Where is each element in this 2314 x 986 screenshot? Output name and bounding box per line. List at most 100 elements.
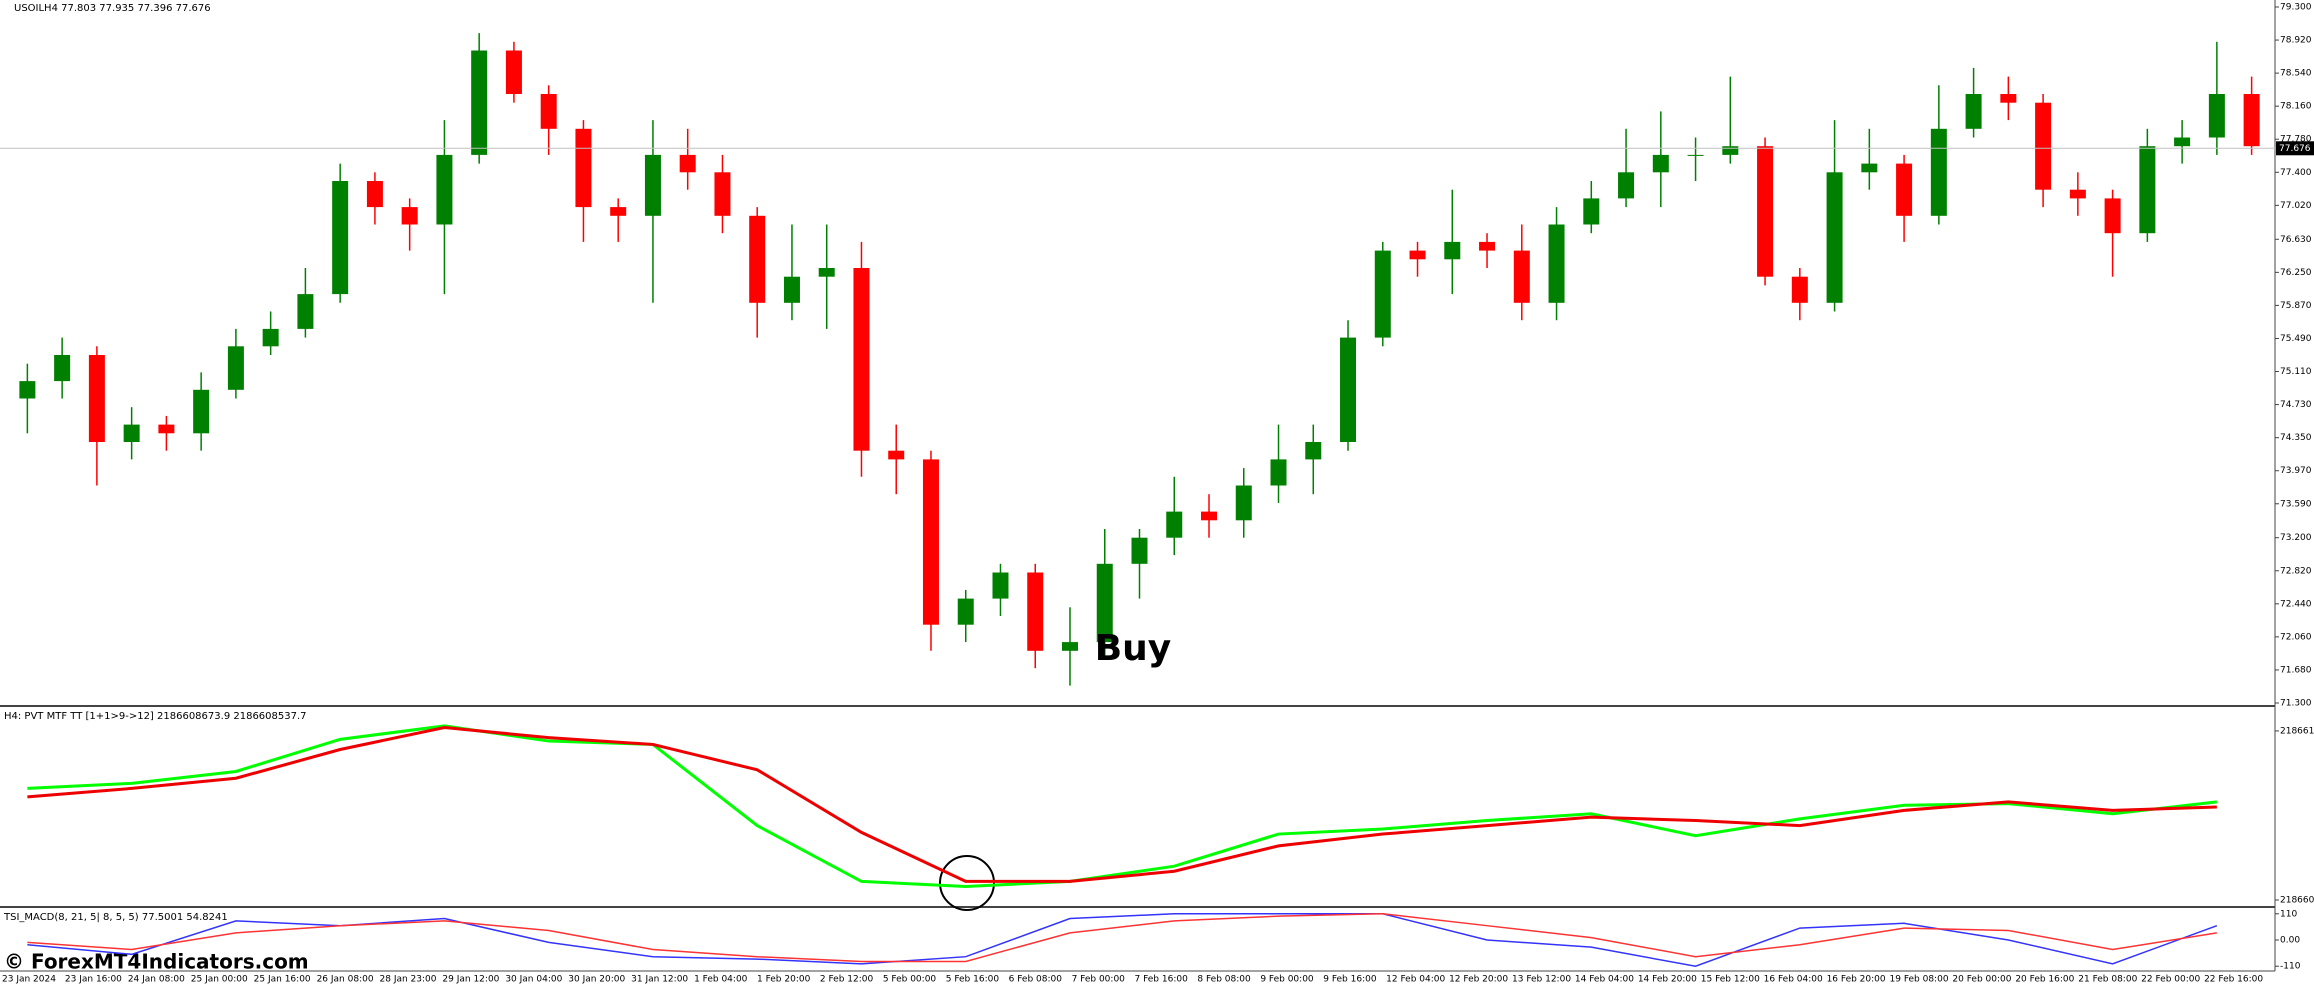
x-tick-label: 7 Feb 00:00 [1072, 975, 1126, 985]
candle-body [957, 598, 974, 625]
y-tick-label: 73.590 [2280, 499, 2312, 509]
x-tick-label: 16 Feb 04:00 [1764, 975, 1823, 985]
chart-title: USOILH4 77.803 77.935 77.396 77.676 [14, 3, 211, 14]
candle-body [193, 389, 210, 434]
candle-body [436, 154, 453, 225]
x-tick-label: 6 Feb 08:00 [1009, 975, 1063, 985]
candle-body [1826, 172, 1843, 303]
candle-body [1166, 511, 1183, 538]
candle-body [123, 424, 140, 442]
candle-body [2243, 94, 2260, 147]
candle-body [54, 355, 71, 382]
y-tick-label: 75.110 [2280, 367, 2312, 377]
x-tick-label: 1 Feb 04:00 [694, 975, 748, 985]
x-tick-label: 16 Feb 20:00 [1827, 975, 1886, 985]
candle-body [1652, 154, 1669, 173]
x-tick-label: 20 Feb 00:00 [1952, 975, 2011, 985]
candle-body [1479, 241, 1496, 251]
indicator-line [27, 726, 2217, 883]
x-tick-label: 22 Feb 00:00 [2141, 975, 2200, 985]
candle-body [471, 50, 488, 155]
x-tick-label: 25 Jan 00:00 [191, 975, 248, 985]
y-tick-label: 2186610 [2280, 726, 2314, 736]
candle-body [1861, 163, 1878, 173]
watermark: © ForexMT4Indicators.com [4, 950, 309, 974]
candle-body [1513, 250, 1530, 303]
y-tick-label: 72.440 [2280, 599, 2312, 609]
candle-body [1722, 146, 1739, 155]
indicator-title: H4: PVT MTF TT [1+1>9->12] 2186608673.9 … [4, 711, 307, 722]
signal-circle [939, 855, 995, 911]
candle-body [575, 128, 592, 208]
y-tick-label: 79.300 [2280, 3, 2312, 13]
candle-body [1201, 511, 1218, 521]
candle-body [1965, 94, 1982, 129]
candle-body [88, 355, 105, 442]
y-tick-label: 76.630 [2280, 235, 2312, 245]
annotation: Buy [1095, 628, 1172, 669]
candle-body [1444, 241, 1461, 260]
candle-body [1548, 224, 1565, 303]
y-tick-label: 78.920 [2280, 36, 2312, 46]
candle-body [1896, 163, 1913, 216]
candle-body [679, 154, 696, 173]
x-tick-label: 28 Jan 23:00 [380, 975, 437, 985]
x-tick-label: 30 Jan 04:00 [505, 975, 562, 985]
candle-body [1687, 154, 1704, 156]
candle-body [1131, 537, 1148, 564]
candle-body [2139, 146, 2156, 234]
y-tick-label: 77.780 [2280, 135, 2312, 145]
candle-body [1930, 128, 1947, 216]
x-tick-label: 7 Feb 16:00 [1135, 975, 1189, 985]
candle-body [853, 268, 870, 451]
candle-body [644, 154, 661, 216]
x-tick-label: 25 Jan 16:00 [254, 975, 311, 985]
y-tick-label: 110 [2280, 909, 2297, 919]
x-tick-label: 19 Feb 08:00 [1890, 975, 1949, 985]
x-tick-label: 29 Jan 12:00 [442, 975, 499, 985]
x-tick-label: 31 Jan 12:00 [631, 975, 688, 985]
y-tick-label: 77.400 [2280, 168, 2312, 178]
y-tick-label: 75.490 [2280, 334, 2312, 344]
y-tick-label: 73.970 [2280, 466, 2312, 476]
candle-body [610, 207, 627, 216]
x-tick-label: 23 Jan 2024 [2, 975, 56, 985]
candle-body [1027, 572, 1044, 651]
y-tick-label: 72.820 [2280, 566, 2312, 576]
candle-body [992, 572, 1009, 599]
candle-body [1409, 250, 1426, 260]
x-tick-label: 13 Feb 12:00 [1512, 975, 1571, 985]
y-tick-label: 74.730 [2280, 400, 2312, 410]
candle-body [922, 459, 939, 625]
indicator-line [27, 913, 2218, 968]
y-tick-label: 0.00 [2280, 936, 2300, 946]
y-tick-label: 78.160 [2280, 102, 2312, 112]
candle-body [2104, 198, 2121, 234]
candle-body [1791, 276, 1808, 303]
x-tick-label: 12 Feb 20:00 [1449, 975, 1508, 985]
last-price-label: 77.676 [2279, 144, 2311, 154]
x-tick-label: 9 Feb 16:00 [1323, 975, 1377, 985]
x-tick-label: 8 Feb 08:00 [1197, 975, 1251, 985]
y-tick-label: 78.540 [2280, 69, 2312, 79]
x-tick-label: 22 Feb 16:00 [2204, 975, 2263, 985]
candle-body [783, 276, 800, 303]
x-tick-label: 12 Feb 04:00 [1386, 975, 1445, 985]
indicator-line [27, 913, 2217, 963]
candle-body [888, 450, 905, 460]
x-tick-label: 2 Feb 12:00 [820, 975, 874, 985]
candle-body [227, 346, 244, 390]
x-tick-label: 20 Feb 16:00 [2015, 975, 2074, 985]
candle-body [540, 94, 557, 129]
y-tick-label: 74.350 [2280, 433, 2312, 443]
y-tick-label: 73.200 [2280, 533, 2312, 543]
indicator-line [27, 724, 2218, 888]
candle-body [1583, 198, 1600, 225]
candle-body [332, 181, 349, 295]
candle-body [1235, 485, 1252, 521]
y-tick-label: -110 [2280, 962, 2301, 972]
candle-body [2035, 102, 2052, 190]
candle-body [1757, 146, 1774, 277]
candle-body [297, 294, 314, 329]
